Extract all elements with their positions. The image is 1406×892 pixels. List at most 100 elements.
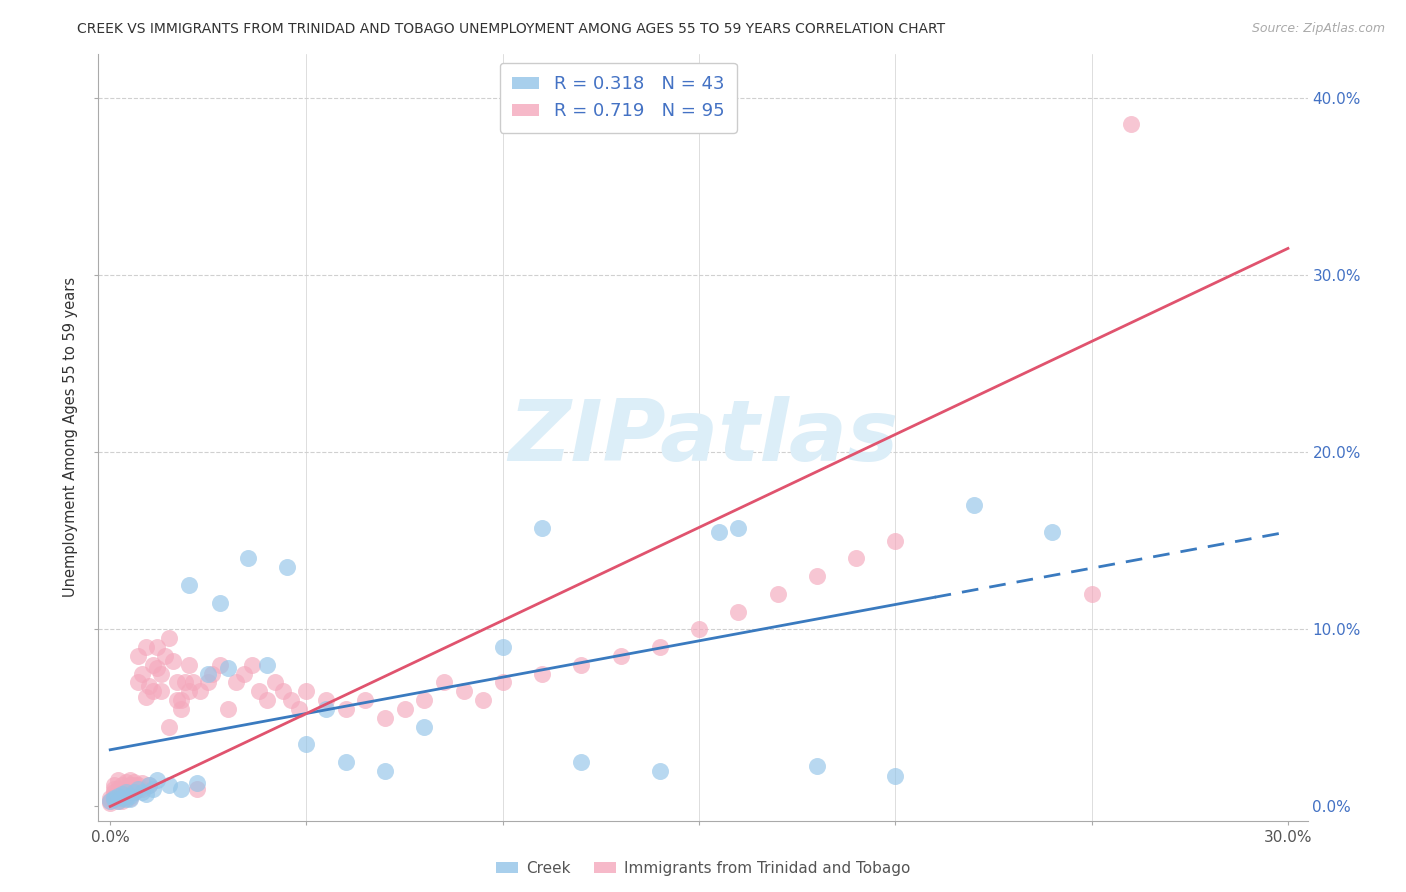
Point: [1042, 524, 1064, 539]
Point: [433, 675, 456, 690]
Point: [150, 666, 173, 681]
Point: [648, 764, 671, 778]
Point: [107, 794, 129, 808]
Point: [186, 781, 208, 796]
Point: [181, 675, 204, 690]
Point: [142, 684, 165, 698]
Y-axis label: Unemployment Among Ages 55 to 59 years: Unemployment Among Ages 55 to 59 years: [63, 277, 79, 597]
Point: [256, 693, 278, 707]
Point: [115, 792, 138, 806]
Point: [884, 533, 907, 548]
Point: [103, 785, 125, 799]
Point: [335, 702, 357, 716]
Point: [166, 693, 188, 707]
Point: [127, 648, 149, 663]
Point: [103, 792, 125, 806]
Point: [157, 720, 180, 734]
Point: [153, 648, 176, 663]
Point: [162, 654, 184, 668]
Point: [492, 640, 515, 654]
Point: [374, 711, 396, 725]
Text: Source: ZipAtlas.com: Source: ZipAtlas.com: [1251, 22, 1385, 36]
Point: [115, 785, 138, 799]
Point: [98, 794, 121, 808]
Point: [107, 781, 129, 796]
Point: [1119, 117, 1142, 131]
Point: [217, 661, 239, 675]
Point: [315, 693, 337, 707]
Point: [186, 776, 208, 790]
Text: CREEK VS IMMIGRANTS FROM TRINIDAD AND TOBAGO UNEMPLOYMENT AMONG AGES 55 TO 59 YE: CREEK VS IMMIGRANTS FROM TRINIDAD AND TO…: [77, 22, 945, 37]
Point: [98, 790, 121, 805]
Point: [295, 738, 318, 752]
Point: [648, 640, 671, 654]
Point: [1080, 587, 1102, 601]
Point: [170, 702, 193, 716]
Point: [247, 684, 270, 698]
Point: [240, 657, 263, 672]
Point: [315, 702, 337, 716]
Point: [135, 690, 157, 704]
Legend: Creek, Immigrants from Trinidad and Tobago: Creek, Immigrants from Trinidad and Toba…: [489, 855, 917, 882]
Point: [845, 551, 868, 566]
Point: [280, 693, 302, 707]
Point: [111, 790, 134, 805]
Point: [118, 781, 141, 796]
Point: [190, 684, 212, 698]
Text: ZIPatlas: ZIPatlas: [508, 395, 898, 479]
Point: [122, 774, 145, 789]
Point: [135, 787, 157, 801]
Point: [103, 792, 125, 806]
Point: [295, 684, 318, 698]
Point: [118, 792, 141, 806]
Point: [197, 666, 219, 681]
Point: [209, 596, 232, 610]
Point: [963, 498, 986, 512]
Point: [111, 789, 134, 803]
Point: [472, 693, 495, 707]
Point: [354, 693, 377, 707]
Point: [335, 755, 357, 769]
Point: [103, 778, 125, 792]
Point: [225, 675, 247, 690]
Point: [453, 684, 475, 698]
Point: [209, 657, 232, 672]
Point: [107, 794, 129, 808]
Point: [766, 587, 789, 601]
Point: [271, 684, 294, 698]
Point: [413, 693, 436, 707]
Point: [118, 785, 141, 799]
Point: [707, 524, 730, 539]
Point: [531, 666, 554, 681]
Point: [166, 675, 188, 690]
Point: [531, 521, 554, 535]
Point: [276, 560, 298, 574]
Point: [115, 774, 138, 789]
Point: [138, 679, 160, 693]
Point: [107, 789, 129, 803]
Point: [103, 781, 125, 796]
Point: [111, 794, 134, 808]
Point: [115, 789, 138, 803]
Point: [103, 789, 125, 803]
Point: [197, 675, 219, 690]
Point: [118, 789, 141, 803]
Point: [118, 772, 141, 787]
Point: [569, 657, 592, 672]
Point: [157, 778, 180, 792]
Point: [142, 657, 165, 672]
Point: [170, 781, 193, 796]
Point: [118, 778, 141, 792]
Point: [374, 764, 396, 778]
Point: [609, 648, 631, 663]
Point: [236, 551, 259, 566]
Point: [98, 794, 121, 808]
Point: [287, 702, 309, 716]
Point: [122, 785, 145, 799]
Point: [115, 785, 138, 799]
Point: [146, 661, 169, 675]
Point: [103, 790, 125, 805]
Point: [111, 790, 134, 805]
Point: [107, 772, 129, 787]
Point: [727, 521, 749, 535]
